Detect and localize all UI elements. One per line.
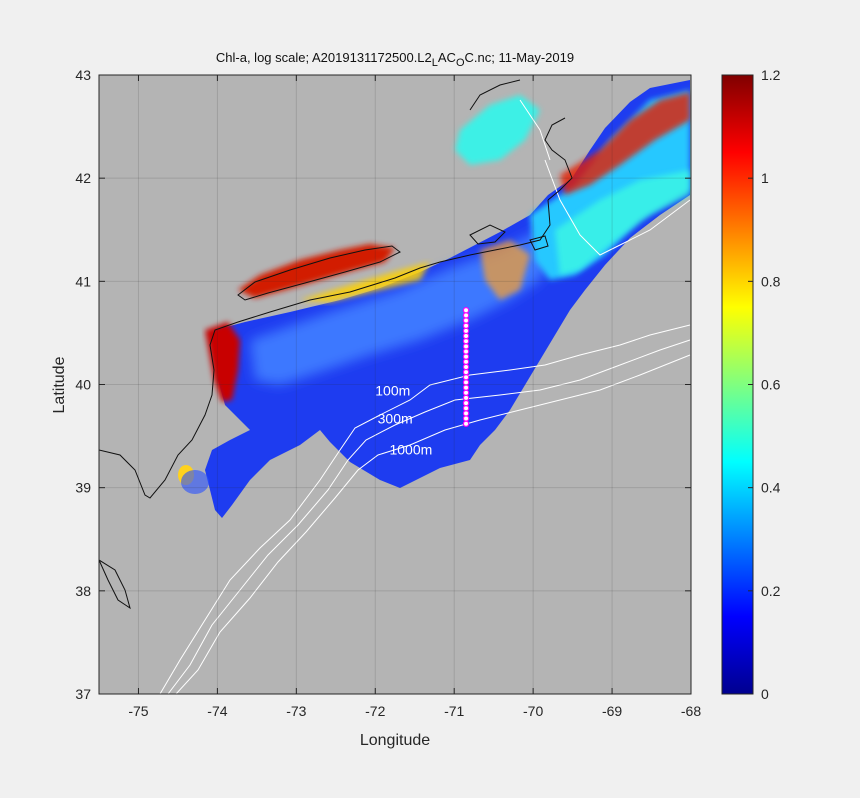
ocean-chl-mid xyxy=(250,230,560,385)
transect-station-4 xyxy=(462,399,470,407)
long-island xyxy=(237,245,401,301)
chlorophyll-field xyxy=(178,80,690,518)
transect-station-19 xyxy=(462,322,470,329)
x-tick-label-3: -72 xyxy=(365,703,385,719)
contour-label-1000m: 1000m xyxy=(389,441,432,457)
transect-station-0 xyxy=(462,420,470,427)
x-axis: -75 -74 -73 -72 -71 -70 -69 -68 xyxy=(128,75,701,719)
map-layers: 100m 300m 1000m xyxy=(99,79,691,694)
x-tick-label-2: -73 xyxy=(286,703,306,719)
y-axis-label: Latitude xyxy=(51,356,68,413)
contour-100m xyxy=(159,324,691,694)
transect-station-2 xyxy=(462,410,470,417)
transect-station-20 xyxy=(462,317,470,324)
colorbar-tick-label-1: 0.2 xyxy=(761,583,781,599)
bathymetry-contours xyxy=(159,99,691,694)
x-axis-label: Longitude xyxy=(360,732,430,749)
transect-station-18 xyxy=(462,327,470,335)
colorbar-gradient xyxy=(722,75,753,694)
colorbar-axis: 0 0.2 0.4 0.6 0.8 1 1.2 xyxy=(748,67,781,702)
chart-title: Chl-a, log scale; A2019131172500.L2LACOC… xyxy=(216,50,574,69)
colorbar-tick-label-4: 0.8 xyxy=(761,273,781,289)
x-tick-label-5: -70 xyxy=(523,703,543,719)
contour-gom-inner xyxy=(519,99,551,161)
coastline-chesapeake xyxy=(99,559,131,610)
x-tick-label-6: -69 xyxy=(602,703,622,719)
y-tick-label-1: 38 xyxy=(75,583,91,599)
transect-station-1 xyxy=(462,415,470,422)
transect-stations xyxy=(462,307,470,427)
x-tick-label-1: -74 xyxy=(207,703,227,719)
transect-station-9 xyxy=(462,374,470,381)
transect-station-15 xyxy=(462,343,470,350)
transect-station-7 xyxy=(462,384,470,391)
transect-station-6 xyxy=(462,389,470,396)
transect-station-21 xyxy=(462,312,470,319)
coastline-mass-bay xyxy=(469,79,521,111)
y-tick-label-5: 42 xyxy=(75,170,91,186)
contour-300m xyxy=(167,339,691,694)
transect-station-16 xyxy=(462,337,470,345)
transect-station-3 xyxy=(462,405,470,412)
x-tick-label-4: -71 xyxy=(444,703,464,719)
y-tick-label-6: 43 xyxy=(75,67,91,83)
transect-station-12 xyxy=(462,358,470,366)
x-tick-label-0: -75 xyxy=(128,703,148,719)
transect-station-5 xyxy=(462,394,470,402)
colorbar-tick-label-3: 0.6 xyxy=(761,377,781,393)
li-coast-chl-yellow xyxy=(300,262,430,302)
contour-1000m xyxy=(175,354,691,694)
marthas-vineyard xyxy=(469,224,506,245)
coastline xyxy=(99,79,573,610)
colorbar-tick-label-5: 1 xyxy=(761,170,769,186)
contour-label-300m: 300m xyxy=(378,411,413,427)
cape-cod xyxy=(544,117,573,201)
shelf-chl-teal xyxy=(555,170,690,275)
transect-station-14 xyxy=(462,348,470,355)
transect-station-10 xyxy=(462,368,470,376)
shoals-chl-orange xyxy=(480,240,530,300)
contour-shelf-gom xyxy=(544,159,691,256)
y-tick-label-0: 37 xyxy=(75,686,91,702)
x-tick-label-7: -68 xyxy=(681,703,701,719)
contour-label-100m: 100m xyxy=(375,383,410,399)
colorbar-tick-label-0: 0 xyxy=(761,686,769,702)
transect-station-11 xyxy=(462,363,470,371)
y-tick-label-3: 40 xyxy=(75,377,91,393)
sound-chl-red xyxy=(238,244,395,298)
cape-cod-chl-red xyxy=(560,92,690,195)
colorbar-tick-label-6: 1.2 xyxy=(761,67,781,83)
y-axis: 37 38 39 40 41 42 43 xyxy=(75,67,691,702)
y-tick-label-4: 41 xyxy=(75,273,91,289)
transect-station-13 xyxy=(462,353,470,360)
transect-station-17 xyxy=(462,332,470,340)
colorbar-tick-label-2: 0.4 xyxy=(761,480,781,496)
y-tick-label-2: 39 xyxy=(75,480,91,496)
nj-coast-chl-red xyxy=(205,322,240,402)
gulf-patch xyxy=(455,95,540,165)
delaware-chl-blue xyxy=(181,470,209,494)
transect-station-22 xyxy=(462,307,470,314)
nantucket xyxy=(529,235,549,251)
coastline-mainland xyxy=(99,199,551,499)
